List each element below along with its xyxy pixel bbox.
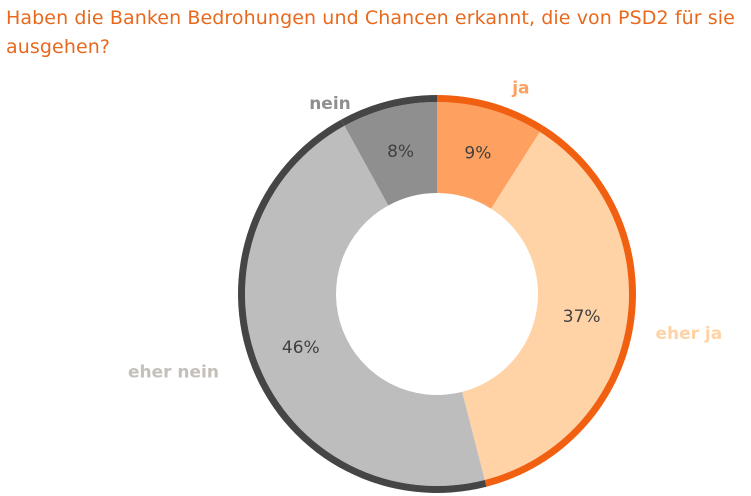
chart-title: Haben die Banken Bedrohungen und Chancen… bbox=[6, 7, 735, 58]
percent-label-nein: 8% bbox=[387, 142, 414, 162]
ring-segment-nein bbox=[341, 95, 437, 126]
slice-nein bbox=[344, 102, 437, 206]
category-label-nein: nein bbox=[309, 94, 351, 114]
slice-eher-nein bbox=[245, 125, 485, 486]
category-label-eher-nein: eher nein bbox=[128, 363, 219, 383]
category-label-ja: ja bbox=[511, 78, 529, 98]
donut-slices bbox=[245, 102, 629, 486]
slice-eher-ja bbox=[462, 131, 629, 480]
category-label-eher-ja: eher ja bbox=[655, 324, 722, 344]
slice-ja bbox=[437, 102, 540, 209]
percent-labels: 9% 37% 46% 8% bbox=[282, 142, 601, 358]
category-labels: ja eher ja eher nein nein bbox=[128, 78, 722, 382]
percent-label-eher-nein: 46% bbox=[282, 338, 320, 358]
percent-label-ja: 9% bbox=[464, 143, 491, 163]
donut-outer-rings bbox=[237, 95, 636, 494]
percent-label-eher-ja: 37% bbox=[563, 307, 601, 327]
ring-segment-ja bbox=[437, 95, 544, 132]
